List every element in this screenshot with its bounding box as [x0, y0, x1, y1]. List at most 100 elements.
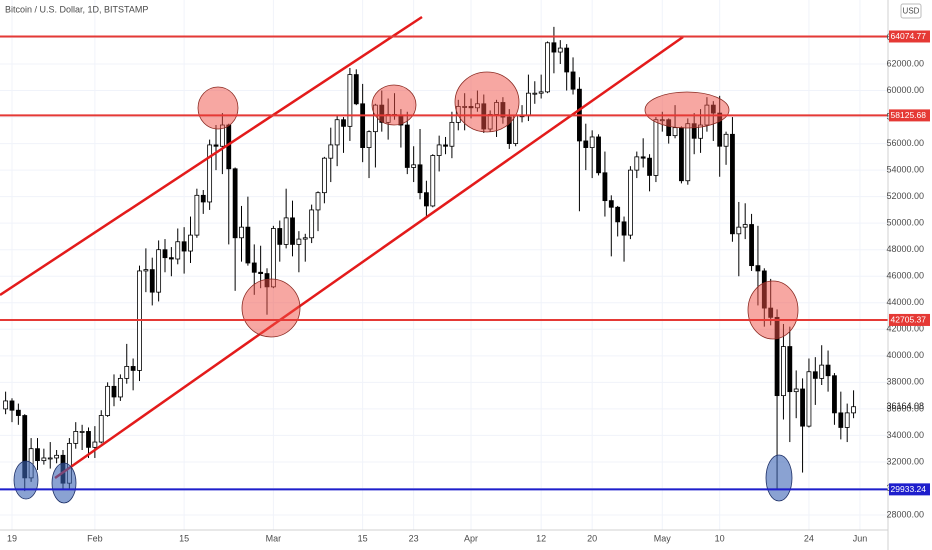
x-tick-label: 24	[804, 533, 814, 543]
candle-body	[124, 366, 130, 379]
x-tick-label: 10	[715, 533, 725, 543]
candle-body	[417, 164, 423, 194]
y-tick-label: 46000.00	[886, 271, 924, 281]
candle-body	[290, 217, 295, 245]
highlight-circle	[197, 86, 239, 130]
highlight-circle	[644, 91, 730, 129]
candle-body	[47, 457, 53, 460]
candle-body	[411, 164, 417, 168]
y-tick-label: 34000.00	[886, 430, 924, 440]
candle-body	[787, 346, 793, 393]
candle-body	[736, 226, 742, 235]
y-tick-label: 60000.00	[886, 85, 924, 95]
candle-body	[9, 400, 15, 411]
candle-body	[532, 92, 538, 95]
candle-body	[149, 269, 155, 293]
level-label-box	[889, 109, 930, 122]
candle-body	[634, 156, 640, 171]
candle-body	[449, 121, 455, 147]
candle-body	[551, 42, 557, 53]
candle-body	[647, 157, 652, 176]
candle-body	[334, 119, 340, 146]
candle-body	[819, 364, 825, 379]
candle-body	[73, 431, 79, 444]
x-tick-label: 23	[409, 533, 419, 543]
candle-body	[245, 226, 251, 264]
candle-body	[347, 74, 353, 127]
x-tick-label: Apr	[464, 533, 478, 543]
candle-body	[168, 257, 174, 260]
currency-box: 64074.77 58125.68 42705.37 29933.24 36164.08…	[886, 3, 930, 496]
y-tick-label: 28000.00	[886, 509, 924, 519]
candle-body	[793, 388, 799, 393]
candle-body	[232, 168, 238, 239]
candle-body	[111, 385, 117, 398]
last-price-label: 36164.08	[886, 401, 924, 411]
candle-body	[200, 194, 206, 203]
candle-body	[526, 92, 531, 117]
highlight-circle	[241, 278, 301, 338]
highlight-circle	[51, 462, 77, 504]
level-label: 64074.77	[891, 31, 927, 41]
candle-body	[800, 388, 805, 427]
candle-body	[270, 228, 276, 288]
candle-body	[851, 406, 856, 414]
candle-body	[596, 136, 601, 174]
candle-body	[436, 144, 442, 156]
candle-body	[621, 221, 627, 236]
candle-body	[538, 91, 544, 94]
candle-body	[749, 224, 754, 267]
candle-body	[315, 192, 321, 211]
currency-label: USD	[903, 7, 920, 16]
y-tick-label: 56000.00	[886, 138, 924, 148]
candle-body	[207, 144, 213, 203]
x-tick-label: 12	[536, 533, 546, 543]
candle-body	[117, 377, 123, 398]
highlight-circle	[371, 84, 417, 126]
highlight-circle	[765, 454, 793, 502]
candle-body	[640, 156, 646, 159]
y-tick-label: 44000.00	[886, 297, 924, 307]
candle-body	[589, 136, 595, 148]
candle-body	[79, 431, 85, 433]
level-label-box	[889, 483, 930, 496]
candle-body	[54, 454, 60, 459]
currency-box	[900, 3, 922, 19]
candle-body	[194, 194, 200, 236]
y-tick-label: 36000.00	[886, 403, 924, 413]
candle-body	[513, 115, 519, 144]
candle-body	[258, 271, 264, 274]
highlight-circle	[13, 460, 39, 500]
x-tick-label: Mar	[266, 533, 282, 543]
level-label: 58125.68	[891, 110, 927, 120]
candle-body	[602, 172, 608, 202]
candle-body	[283, 217, 289, 245]
candle-body	[86, 431, 91, 448]
drawings	[0, 15, 888, 504]
candle-body	[181, 241, 187, 252]
y-tick-label: 52000.00	[886, 191, 924, 201]
candle-body	[430, 155, 436, 207]
candle-body	[825, 364, 831, 377]
candle-body	[723, 133, 729, 147]
x-tick-label: Jun	[853, 533, 868, 543]
candle-body	[443, 144, 448, 147]
candle-body	[15, 409, 21, 416]
y-tick-label: 50000.00	[886, 218, 924, 228]
y-tick-label: 40000.00	[886, 350, 924, 360]
candle-body	[35, 448, 40, 462]
y-tick-label: 48000.00	[886, 244, 924, 254]
candle-body	[672, 127, 678, 137]
candle-body	[156, 249, 162, 293]
candle-body	[175, 241, 181, 260]
candle-body	[105, 385, 111, 416]
candle-body	[328, 144, 334, 159]
candle-body	[309, 209, 315, 239]
candle-body	[239, 226, 244, 239]
candle-body	[806, 371, 812, 427]
highlight-circle	[747, 280, 799, 340]
level-label: 42705.37	[891, 315, 927, 325]
chart-title: Bitcoin / U.S. Dollar, 1D, BITSTAMP	[5, 4, 148, 14]
candle-body	[742, 224, 748, 228]
